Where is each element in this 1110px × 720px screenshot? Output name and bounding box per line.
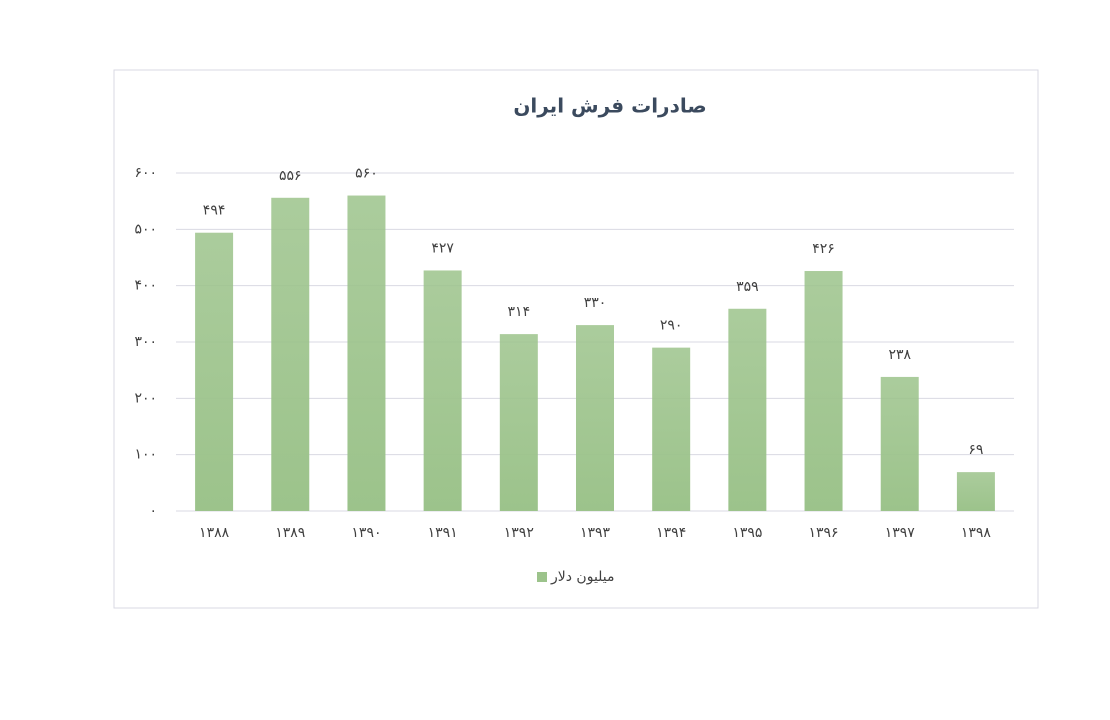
bar — [576, 325, 614, 511]
bar — [804, 271, 843, 511]
data-label: ۶۹ — [968, 442, 983, 458]
x-tick-label: ۱۳۹۸ — [961, 525, 992, 541]
legend-label: میلیون دلار — [550, 569, 615, 585]
data-label: ۴۲۷ — [431, 240, 454, 256]
x-tick-label: ۱۳۹۱ — [428, 525, 458, 541]
y-tick-label: ۱۰۰ — [134, 447, 157, 463]
x-tick-label: ۱۳۹۳ — [580, 525, 611, 541]
x-tick-label: ۱۳۹۵ — [732, 525, 762, 541]
data-label: ۲۳۸ — [888, 347, 911, 363]
x-tick-label: ۱۳۸۸ — [199, 525, 230, 541]
data-label: ۴۲۶ — [812, 241, 835, 257]
bar — [423, 270, 462, 511]
x-tick-label: ۱۳۹۰ — [351, 525, 381, 541]
bar — [271, 197, 310, 511]
data-label: ۵۶۰ — [355, 166, 378, 182]
y-tick-label: ۳۰۰ — [134, 334, 157, 350]
bar — [499, 334, 538, 511]
x-tick-label: ۱۳۹۲ — [504, 525, 534, 541]
legend-swatch — [537, 572, 547, 582]
y-tick-label: ۰ — [149, 503, 157, 519]
data-label: ۳۱۴ — [508, 304, 531, 320]
x-tick-label: ۱۳۹۷ — [885, 525, 916, 541]
y-tick-label: ۲۰۰ — [134, 390, 157, 406]
x-tick-label: ۱۳۸۹ — [275, 525, 305, 541]
y-tick-label: ۴۰۰ — [134, 278, 157, 294]
y-tick-label: ۶۰۰ — [134, 165, 157, 181]
data-label: ۲۹۰ — [660, 318, 683, 334]
x-tick-label: ۱۳۹۴ — [656, 525, 686, 541]
bar — [728, 308, 767, 511]
bar — [956, 472, 995, 511]
data-label: ۵۵۶ — [279, 168, 302, 184]
bar — [880, 376, 919, 511]
bar — [652, 347, 691, 511]
data-label: ۴۹۴ — [203, 203, 226, 219]
x-tick-label: ۱۳۹۶ — [809, 525, 839, 541]
data-label: ۳۵۹ — [736, 279, 759, 295]
bar — [195, 232, 234, 512]
data-label: ۳۳۰ — [584, 295, 607, 311]
chart-title: صادرات فرش ایران — [513, 94, 706, 118]
y-tick-label: ۵۰۰ — [134, 221, 157, 237]
bar — [347, 195, 386, 512]
